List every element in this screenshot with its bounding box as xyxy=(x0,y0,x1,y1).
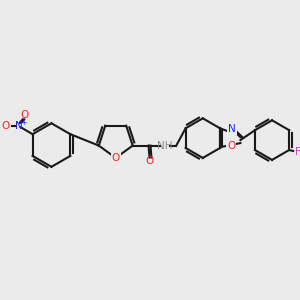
Text: O: O xyxy=(146,156,154,167)
Text: O: O xyxy=(112,153,120,164)
Text: F: F xyxy=(295,147,300,157)
Text: O: O xyxy=(21,110,29,120)
Text: O: O xyxy=(2,121,10,131)
Text: N: N xyxy=(15,121,22,131)
Text: +: + xyxy=(20,118,26,127)
Text: O: O xyxy=(227,141,235,151)
Text: N: N xyxy=(228,124,236,134)
Text: NH: NH xyxy=(157,141,172,151)
